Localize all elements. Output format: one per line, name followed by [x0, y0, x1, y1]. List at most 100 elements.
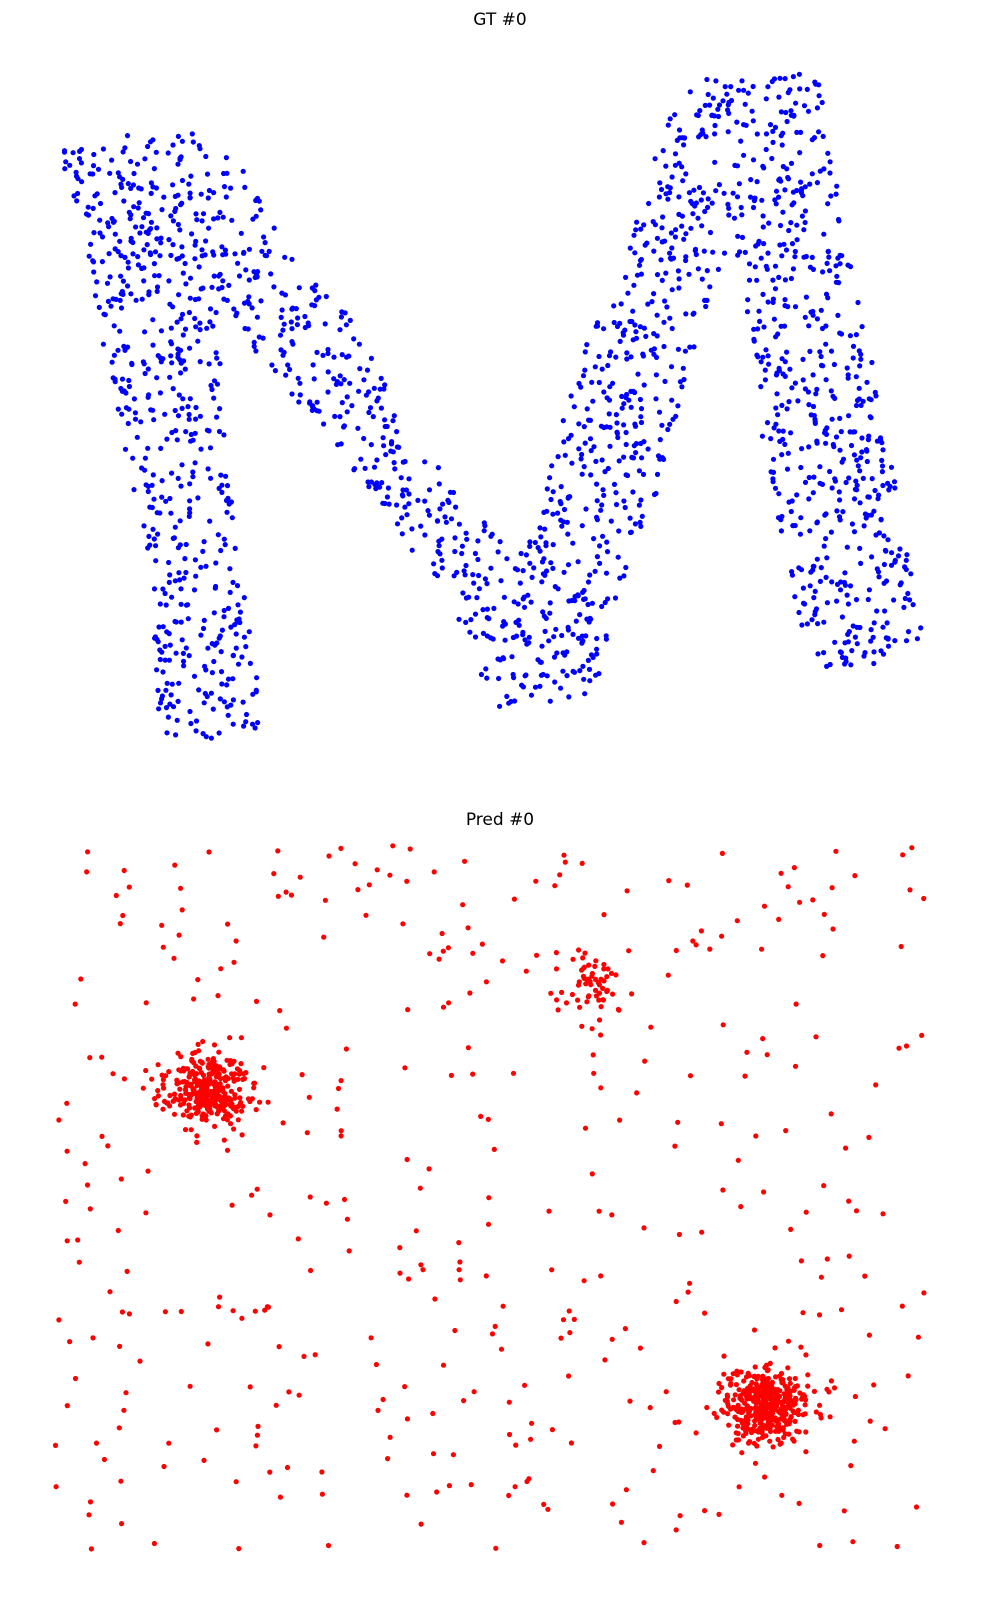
gt-point — [197, 359, 203, 365]
gt-point — [183, 429, 189, 435]
gt-point — [888, 562, 895, 568]
gt-point — [594, 320, 601, 326]
pred-point — [596, 1208, 602, 1214]
gt-point — [895, 553, 902, 559]
gt-point — [888, 464, 895, 470]
pred-point — [921, 1290, 927, 1296]
pred-point — [773, 1404, 780, 1410]
gt-point — [118, 305, 125, 311]
gt-point — [636, 502, 643, 508]
pred-point — [161, 1085, 167, 1091]
pred-point — [730, 1442, 736, 1448]
gt-point — [724, 91, 730, 97]
gt-point — [587, 678, 593, 684]
gt-point — [339, 309, 345, 315]
pred-point — [171, 955, 177, 961]
gt-point — [547, 698, 553, 704]
gt-point — [607, 443, 613, 449]
pred-point — [740, 1433, 747, 1439]
pred-point — [206, 849, 212, 855]
pred-point — [748, 1413, 754, 1419]
gt-point — [813, 391, 819, 397]
pred-point — [456, 1240, 462, 1246]
gt-point — [214, 414, 220, 420]
pred-point — [110, 1071, 116, 1077]
gt-point — [261, 234, 267, 240]
gt-point — [451, 573, 457, 579]
pred-point — [641, 1540, 647, 1546]
gt-point — [474, 595, 480, 601]
pred-point — [797, 899, 803, 905]
pred-point — [321, 934, 327, 940]
gt-point — [219, 244, 225, 250]
gt-point — [467, 629, 473, 635]
gt-point — [807, 348, 813, 354]
pred-point — [566, 1373, 572, 1379]
pred-point — [276, 1344, 282, 1350]
pred-point — [440, 1362, 447, 1368]
gt-point — [643, 333, 649, 339]
gt-point — [198, 632, 204, 638]
pred-point — [301, 1353, 307, 1359]
gt-point — [800, 377, 806, 383]
gt-point — [392, 466, 398, 472]
gt-point — [854, 487, 860, 493]
gt-point — [828, 529, 835, 535]
pred-point — [733, 1382, 740, 1388]
pred-point — [579, 1023, 585, 1029]
gt-point — [739, 234, 746, 240]
gt-point — [170, 218, 176, 224]
gt-point — [213, 350, 219, 356]
gt-point — [230, 721, 236, 727]
gt-point — [810, 490, 816, 496]
gt-point — [166, 579, 172, 586]
gt-point — [897, 546, 903, 552]
gt-point — [842, 640, 848, 646]
gt-point — [290, 341, 296, 347]
gt-point — [848, 442, 855, 449]
gt-point — [783, 109, 789, 116]
gt-point — [190, 469, 196, 475]
gt-point — [892, 559, 898, 565]
pred-point — [746, 1373, 752, 1379]
gt-point — [179, 253, 185, 259]
gt-point — [797, 86, 803, 92]
gt-point — [760, 224, 766, 230]
gt-point — [197, 327, 203, 333]
pred-point — [824, 1256, 830, 1262]
gt-point — [182, 366, 188, 372]
gt-point — [271, 284, 277, 290]
pred-point — [774, 1393, 780, 1399]
gt-point — [783, 247, 790, 253]
gt-point — [478, 671, 484, 678]
gt-point — [651, 331, 657, 337]
gt-point — [821, 231, 827, 237]
gt-point — [776, 428, 782, 434]
gt-point — [865, 494, 871, 500]
pred-point — [166, 1069, 172, 1075]
gt-point — [224, 509, 230, 515]
gt-point — [158, 240, 164, 246]
gt-point — [829, 485, 835, 491]
gt-point — [531, 565, 537, 571]
pred-point — [171, 1091, 178, 1097]
gt-point — [258, 207, 264, 213]
gt-point — [167, 572, 173, 578]
gt-point — [162, 590, 168, 597]
pred-point — [215, 1304, 222, 1310]
gt-point — [532, 684, 539, 690]
gt-point — [851, 529, 858, 535]
pred-point — [406, 1276, 412, 1282]
pred-point — [584, 999, 590, 1005]
gt-point — [750, 204, 757, 211]
pred-point — [319, 1491, 325, 1497]
gt-point — [639, 513, 645, 519]
gt-point — [707, 229, 714, 236]
gt-point — [169, 681, 175, 687]
gt-point — [849, 521, 856, 527]
gt-point — [337, 327, 343, 333]
gt-panel: GT #0 — [61, 10, 924, 741]
pred-point — [247, 1384, 253, 1390]
gt-point — [136, 200, 142, 206]
gt-point — [683, 231, 689, 237]
